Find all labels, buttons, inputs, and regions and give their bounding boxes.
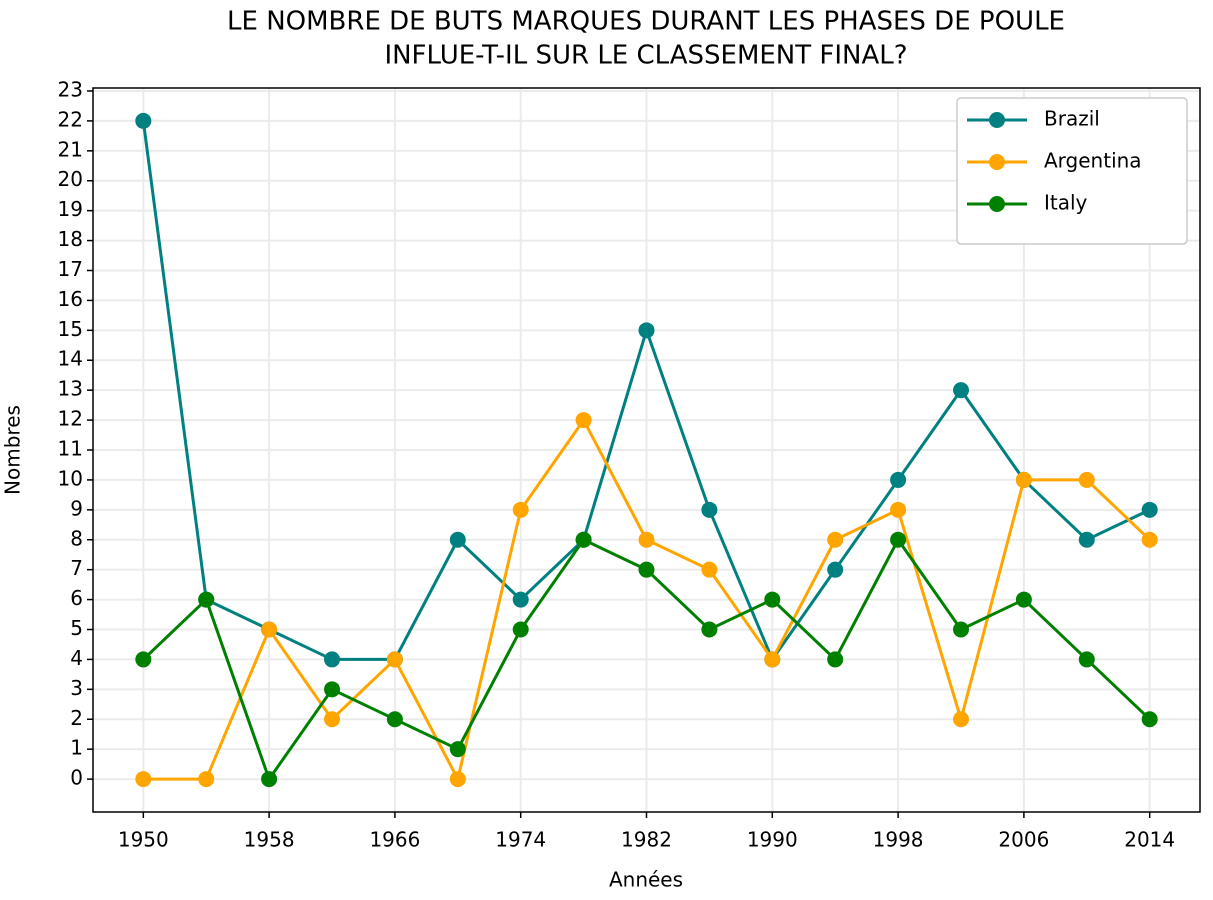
data-point (261, 771, 278, 788)
data-point (1078, 651, 1095, 668)
x-tick-label: 1958 (244, 828, 295, 852)
data-point (701, 621, 718, 638)
data-point (324, 681, 341, 698)
x-tick-label: 1966 (369, 828, 420, 852)
chart-title: INFLUE-T-IL SUR LE CLASSEMENT FINAL? (384, 41, 907, 71)
data-point (386, 711, 403, 728)
legend-box (956, 97, 1188, 245)
data-point (512, 591, 529, 608)
y-tick-label: 11 (58, 437, 83, 461)
data-point (827, 531, 844, 548)
data-point (952, 711, 969, 728)
data-point (386, 651, 403, 668)
y-tick-label: 22 (58, 107, 83, 131)
data-point (827, 651, 844, 668)
legend-label: Italy (1044, 191, 1088, 215)
x-tick-label: 1990 (747, 828, 798, 852)
data-point (764, 591, 781, 608)
y-tick-label: 15 (58, 317, 83, 341)
y-tick-label: 0 (70, 766, 83, 790)
x-tick-label: 2006 (998, 828, 1049, 852)
y-tick-label: 9 (70, 496, 83, 520)
data-point (512, 621, 529, 638)
y-tick-label: 19 (58, 197, 83, 221)
data-point (198, 591, 215, 608)
legend-label: Argentina (1044, 149, 1142, 173)
y-tick-label: 13 (58, 377, 83, 401)
y-tick-label: 6 (70, 586, 83, 610)
data-point (890, 501, 907, 518)
data-point (135, 651, 152, 668)
x-tick-label: 1982 (621, 828, 672, 852)
y-tick-label: 20 (58, 167, 83, 191)
data-point (890, 531, 907, 548)
y-tick-label: 2 (70, 706, 83, 730)
y-tick-label: 17 (58, 257, 83, 281)
x-tick-label: 2014 (1124, 828, 1175, 852)
data-point (1141, 501, 1158, 518)
data-point (1078, 471, 1095, 488)
data-point (135, 771, 152, 788)
chart-title: LE NOMBRE DE BUTS MARQUES DURANT LES PHA… (227, 7, 1065, 37)
data-point (827, 561, 844, 578)
data-point (638, 322, 655, 339)
legend-marker (989, 196, 1005, 212)
y-tick-label: 5 (70, 616, 83, 640)
x-tick-label: 1974 (495, 828, 546, 852)
data-point (575, 531, 592, 548)
data-point (261, 621, 278, 638)
data-point (575, 412, 592, 429)
data-point (952, 621, 969, 638)
data-point (764, 651, 781, 668)
data-point (198, 771, 215, 788)
y-tick-label: 8 (70, 526, 83, 550)
x-axis-label: Années (609, 868, 683, 892)
legend-label: Brazil (1044, 107, 1100, 131)
data-point (1015, 591, 1032, 608)
y-axis-label: Nombres (1, 405, 25, 495)
data-point (1015, 471, 1032, 488)
x-tick-label: 1950 (118, 828, 169, 852)
data-point (701, 501, 718, 518)
data-point (952, 382, 969, 399)
plot-frame (92, 87, 1201, 813)
data-point (890, 471, 907, 488)
data-point (638, 561, 655, 578)
data-point (449, 741, 466, 758)
data-point (135, 112, 152, 129)
data-point (449, 531, 466, 548)
data-point (512, 501, 529, 518)
y-tick-label: 18 (58, 227, 83, 251)
y-tick-label: 7 (70, 556, 83, 580)
data-point (324, 651, 341, 668)
data-point (449, 771, 466, 788)
data-point (701, 561, 718, 578)
y-tick-label: 1 (70, 736, 83, 760)
data-point (638, 531, 655, 548)
y-tick-label: 4 (70, 646, 83, 670)
y-tick-label: 10 (58, 466, 83, 490)
y-tick-label: 3 (70, 676, 83, 700)
data-point (324, 711, 341, 728)
data-point (1078, 531, 1095, 548)
legend-marker (989, 112, 1005, 128)
y-tick-label: 14 (58, 347, 83, 371)
data-point (1141, 531, 1158, 548)
x-tick-label: 1998 (873, 828, 924, 852)
y-tick-label: 16 (58, 287, 83, 311)
y-tick-label: 23 (58, 77, 83, 101)
legend-marker (989, 154, 1005, 170)
data-point (1141, 711, 1158, 728)
y-tick-label: 12 (58, 407, 83, 431)
y-tick-label: 21 (58, 137, 83, 161)
